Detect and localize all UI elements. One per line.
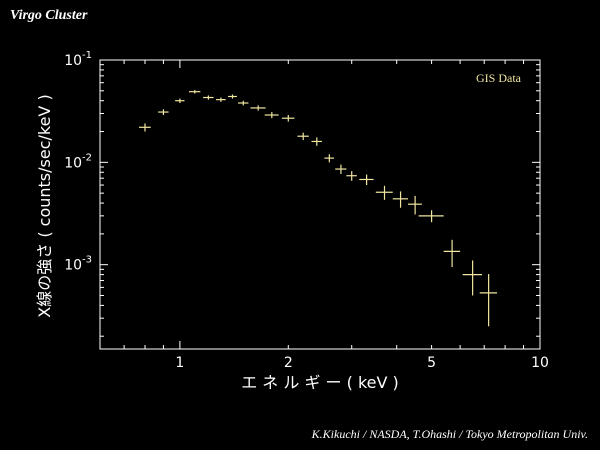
x-tick-label: 5	[427, 355, 436, 371]
data-point	[392, 191, 409, 208]
data-point	[264, 112, 279, 119]
data-point	[375, 185, 393, 200]
y-tick-label: 10-3	[64, 255, 92, 274]
data-point	[216, 97, 226, 102]
data-point	[238, 100, 249, 106]
data-point	[335, 164, 347, 174]
data-point	[139, 123, 151, 132]
data-point	[418, 210, 444, 223]
chart-title: Virgo Cluster	[10, 8, 88, 23]
data-point	[250, 105, 266, 111]
data-point	[359, 174, 374, 186]
data-point	[281, 115, 295, 122]
x-tick-label: 1	[175, 355, 184, 371]
data-point	[443, 239, 461, 267]
y-tick-label: 10-2	[64, 152, 92, 171]
data-point	[408, 195, 422, 215]
data-point	[158, 109, 169, 116]
credit-line: K.Kikuchi / NASDA, T.Ohashi / Tokyo Metr…	[311, 427, 588, 441]
x-axis-title: エ ネ ル ギ ー ( keV )	[241, 373, 399, 392]
data-point	[462, 260, 482, 296]
plot-frame	[99, 59, 541, 350]
data-point	[346, 171, 357, 181]
data-point	[311, 137, 322, 146]
x-tick-label: 2	[284, 355, 293, 371]
data-point	[324, 154, 335, 163]
data-point	[227, 94, 237, 99]
data-point	[189, 89, 201, 94]
data-point	[203, 95, 214, 100]
data-point	[297, 132, 309, 141]
x-tick-label: 10	[531, 355, 549, 371]
data-point	[175, 98, 185, 104]
legend-label: GIS Data	[476, 71, 522, 85]
y-axis-title: X線の強さ ( counts/sec/keV )	[35, 94, 54, 317]
data-point	[479, 274, 498, 327]
y-tick-label: 10-1	[64, 50, 92, 69]
